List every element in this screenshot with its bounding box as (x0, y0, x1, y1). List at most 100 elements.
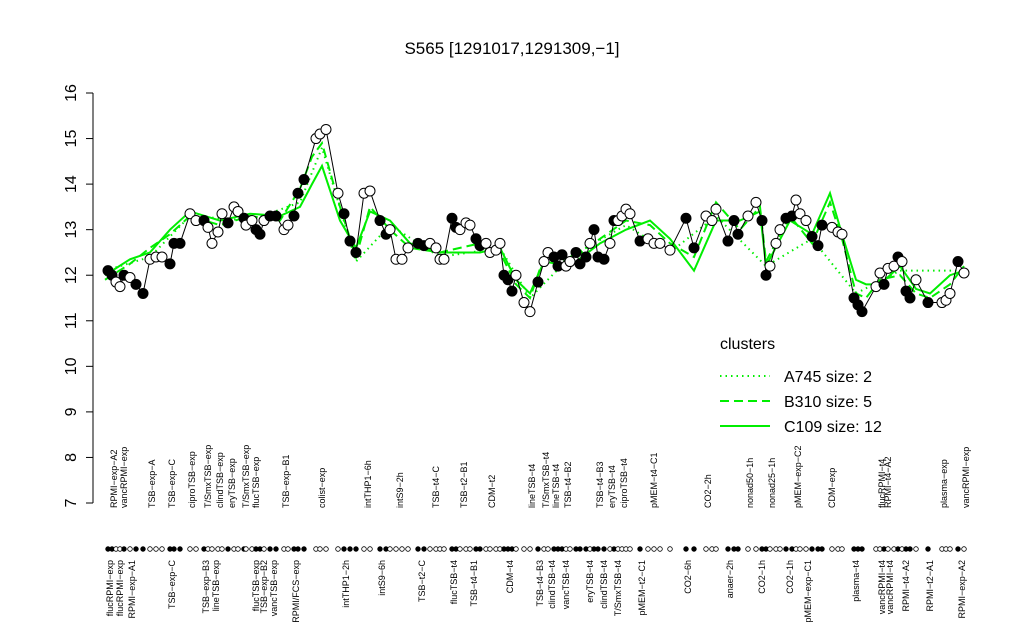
sample-label: CDM−t4 (505, 560, 515, 593)
strip-dot (545, 546, 551, 552)
sample-label: vancTSB−exp (269, 560, 279, 616)
sample-label: TSB−exp−C (167, 560, 177, 610)
sample-label: RPMI/FCS−exp (291, 560, 301, 623)
strip-dot (767, 546, 773, 552)
sample-point (856, 306, 868, 318)
strip-dot (317, 546, 323, 552)
sample-label: TSB−t4−C (431, 465, 441, 508)
sample-label: vancRPMI−t4 (877, 560, 887, 614)
sample-point (206, 237, 218, 249)
sample-label: flucTSB−exp (251, 457, 261, 508)
sample-label: CO2−1h (785, 560, 795, 594)
sample-point (130, 278, 142, 290)
strip-dot (713, 546, 719, 552)
sample-point (580, 251, 592, 263)
sample-point (664, 244, 676, 256)
sample-label: TSB−exp−B1 (281, 454, 291, 508)
sample-point (332, 187, 344, 199)
strip-dot (595, 546, 601, 552)
sample-point (836, 228, 848, 240)
sample-point (570, 246, 582, 258)
sample-point (688, 242, 700, 254)
sample-label: vancRPMI−t4 (885, 560, 895, 614)
sample-label: TSB−exp−B3 (201, 560, 211, 614)
strip-dot (577, 546, 583, 552)
strip-dot (335, 546, 341, 552)
sample-point (216, 208, 228, 220)
sample-point (298, 174, 310, 186)
sample-point (270, 210, 282, 222)
strip-dot (273, 546, 279, 552)
sample-label: intTHP1−6h (363, 460, 373, 508)
sample-point (212, 226, 224, 238)
sample-label: flucTSB−t4 (449, 560, 459, 604)
sample-point (538, 256, 550, 268)
sample-point (402, 242, 414, 254)
sample-label: eryTSB−t4 (607, 465, 617, 508)
strip-dot (683, 546, 689, 552)
sample-label: TSB−t4−B1 (469, 560, 479, 607)
sample-point (742, 210, 754, 222)
strip-dot (487, 546, 493, 552)
sample-point (384, 224, 396, 236)
strip-dot (209, 546, 215, 552)
sample-point (137, 287, 149, 299)
strip-dot (637, 546, 643, 552)
sample-point (480, 237, 492, 249)
sample-point (156, 251, 168, 263)
legend-label: C109 size: 12 (784, 419, 882, 436)
sample-label: RPMI−t2−A1 (925, 560, 935, 612)
cluster-line (104, 144, 964, 300)
y-tick-label: 12 (63, 266, 80, 284)
strip-dot (725, 546, 731, 552)
strip-dot (243, 546, 249, 552)
sample-label: CDM−exp (827, 468, 837, 508)
sample-label: RPMI−exp−A2 (109, 449, 119, 508)
strip-dot (735, 546, 741, 552)
sample-point (816, 219, 828, 231)
sample-label: colist−exp (317, 468, 327, 508)
sample-point (364, 185, 376, 197)
sample-label: intTHP1−2h (341, 560, 351, 608)
strip-dot (803, 546, 809, 552)
sample-label: pMEM−exp−C2 (793, 445, 803, 508)
strip-dot (535, 546, 541, 552)
sample-point (464, 219, 476, 231)
strip-dot (140, 546, 146, 552)
strip-dot (819, 546, 825, 552)
sample-point (878, 278, 890, 290)
sample-point (922, 297, 934, 309)
strip-dot (347, 546, 353, 552)
strip-dot (267, 546, 273, 552)
strip-dot (393, 546, 399, 552)
strip-dot (361, 546, 367, 552)
sample-label: TSB−exp−A (147, 459, 157, 508)
sample-label: intS9−6h (377, 560, 387, 596)
sample-label: T/SmxTSB−t4 (541, 452, 551, 508)
sample-point (114, 281, 126, 293)
strip-dot (691, 546, 697, 552)
strip-dot (301, 546, 307, 552)
sample-label: nonad25−1h (767, 458, 777, 508)
strip-dot (925, 546, 931, 552)
strip-dot (285, 546, 291, 552)
sample-point (350, 246, 362, 258)
sample-label: ciproTSB−exp (187, 451, 197, 508)
y-tick-label: 14 (63, 175, 80, 193)
strip-dot (809, 546, 815, 552)
sample-label: ciproTSB−t4 (619, 458, 629, 508)
y-tick-label: 9 (63, 407, 80, 416)
sample-point (164, 258, 176, 270)
strip-dot (153, 546, 159, 552)
sample-label: lineTSB−exp (211, 560, 221, 611)
sample-point (598, 253, 610, 265)
sample-label: eryTSB−t4 (585, 560, 595, 603)
strip-dot (225, 546, 231, 552)
sample-point (944, 287, 956, 299)
sample-point (680, 212, 692, 224)
sample-label: clindTSB−t4 (599, 560, 609, 609)
strip-dot (657, 546, 663, 552)
sample-point (446, 212, 458, 224)
sample-label: T/SmxTSB−exp (203, 445, 213, 508)
y-tick-label: 7 (63, 498, 80, 507)
